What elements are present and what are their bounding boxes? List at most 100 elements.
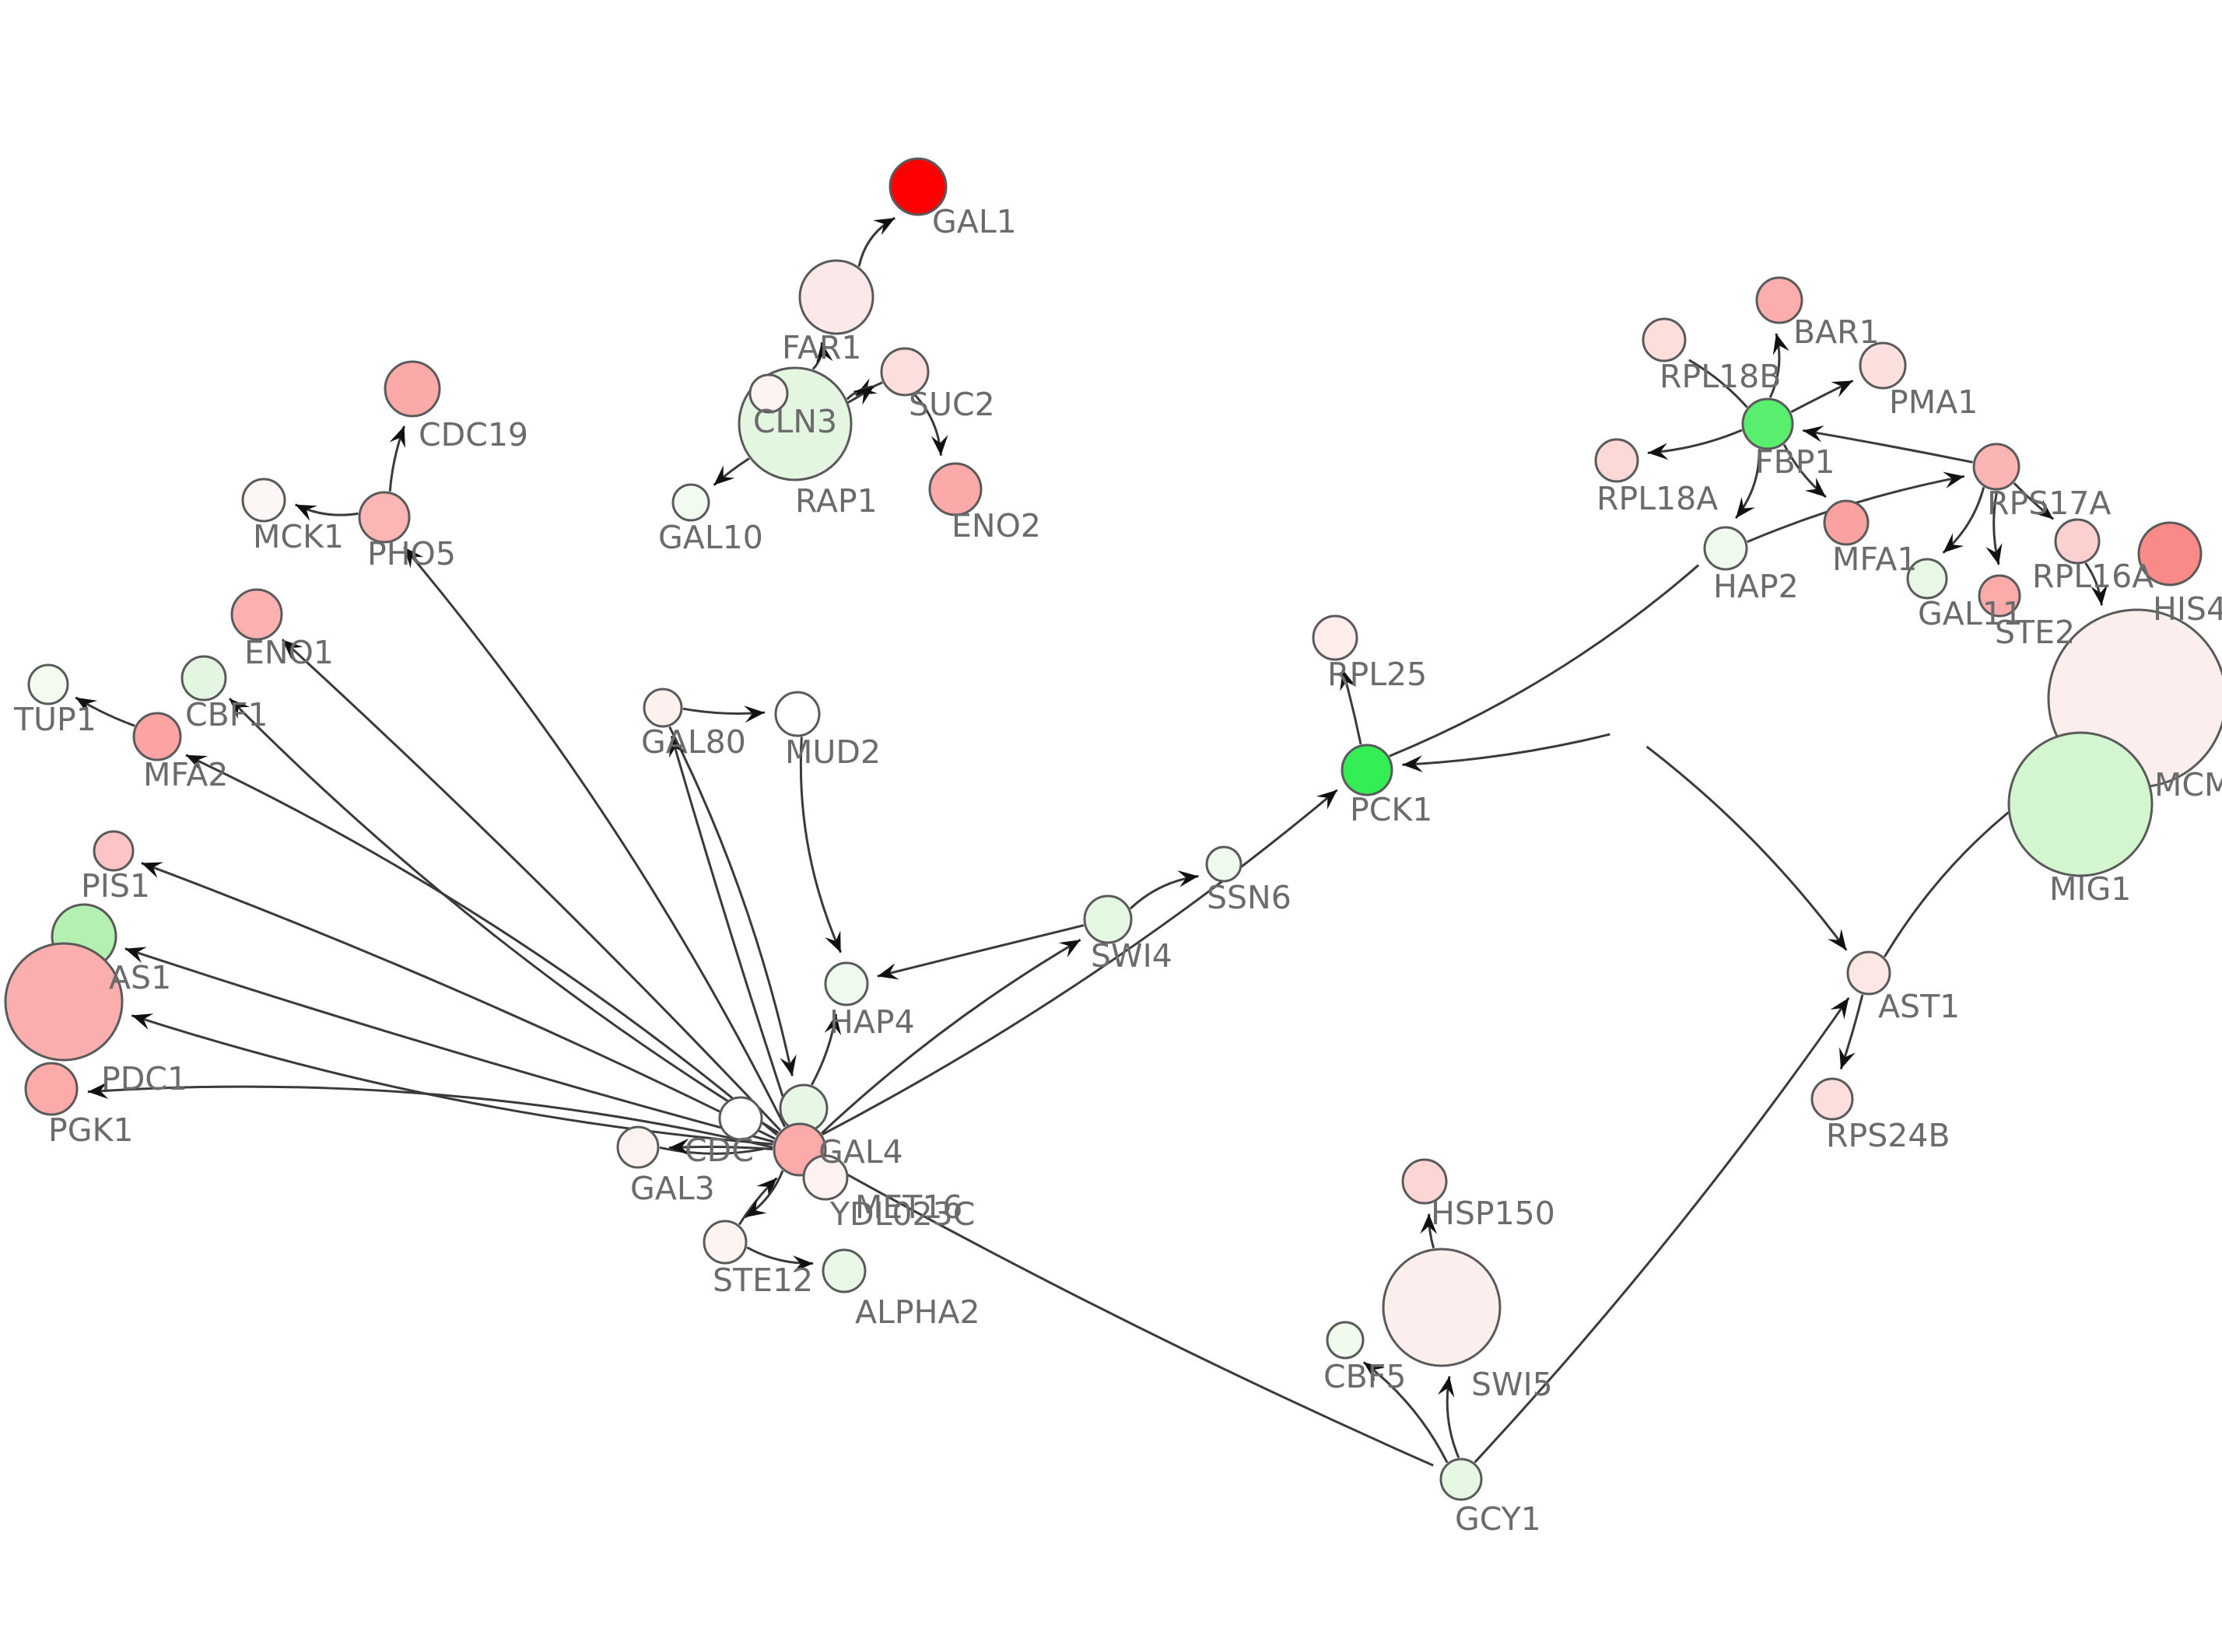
node-label-as1: AS1	[109, 959, 171, 996]
edge-arrowhead	[404, 547, 424, 569]
graph-node-mfa1[interactable]	[1823, 499, 1870, 546]
node-label-hap2: HAP2	[1713, 568, 1799, 605]
graph-node-mig1[interactable]	[2007, 731, 2154, 877]
edge-arrowhead	[131, 1013, 154, 1030]
graph-node-his4[interactable]	[2137, 521, 2203, 586]
graph-node-rps24b[interactable]	[1810, 1077, 1854, 1121]
graph-node-cdc19[interactable]	[384, 360, 441, 418]
edge-arrowhead	[877, 963, 899, 980]
edge	[857, 216, 895, 267]
edge-arrowhead	[1830, 997, 1849, 1020]
graph-node-pis1[interactable]	[93, 830, 135, 872]
edge-arrowhead	[1943, 533, 1964, 553]
edge-arrowhead	[1647, 443, 1669, 460]
graph-node-swi5[interactable]	[1382, 1248, 1502, 1367]
graph-node-hsp150[interactable]	[1401, 1158, 1448, 1205]
graph-node-ste2[interactable]	[1978, 574, 2021, 618]
graph-node-pdc1[interactable]	[4, 942, 124, 1062]
node-label-gal4: GAL4	[818, 1133, 903, 1171]
node-layer	[4, 157, 2222, 1501]
graph-node-mck1[interactable]	[241, 478, 286, 523]
node-label-far1: FAR1	[782, 329, 861, 366]
node-label-gal1: GAL1	[932, 203, 1017, 240]
edge-arrowhead	[1363, 1362, 1385, 1381]
edge-arrowhead	[744, 705, 765, 723]
node-label-gal80: GAL80	[641, 723, 746, 761]
edge-arrowhead	[824, 1013, 842, 1036]
graph-node-gal80[interactable]	[643, 688, 683, 728]
graph-node-ydl023c[interactable]	[802, 1154, 849, 1201]
node-label-swi4: SWI4	[1091, 937, 1172, 975]
graph-node-pck1[interactable]	[1341, 744, 1393, 796]
edge-arrowhead	[1736, 497, 1755, 519]
node-label-mfa1: MFA1	[1832, 541, 1917, 578]
graph-node-ste12[interactable]	[703, 1220, 748, 1265]
node-label-hsp150: HSP150	[1431, 1195, 1555, 1232]
edge-arrowhead	[282, 639, 303, 660]
node-label-rpl16a: RPL16A	[2032, 558, 2154, 595]
graph-node-gal10[interactable]	[671, 483, 710, 522]
graph-node-hap4[interactable]	[824, 961, 869, 1006]
edge-arrowhead	[825, 930, 841, 953]
node-label-his4: HIS4	[2153, 590, 2222, 628]
graph-node-suc2[interactable]	[880, 347, 930, 397]
graph-node-tup1[interactable]	[27, 663, 69, 705]
edge	[877, 924, 1085, 978]
graph-node-mud2[interactable]	[774, 691, 821, 737]
graph-node-swi4[interactable]	[1083, 894, 1133, 944]
graph-node-eno1[interactable]	[230, 588, 283, 641]
graph-node-rpl16a[interactable]	[2054, 518, 2101, 565]
node-label-mud2: MUD2	[785, 733, 881, 771]
edge	[185, 754, 778, 1136]
edge	[124, 947, 774, 1143]
graph-node-ssn6[interactable]	[1205, 845, 1242, 883]
node-label-alpha2: ALPHA2	[855, 1293, 980, 1331]
graph-node-ast1[interactable]	[1846, 950, 1891, 996]
edge-arrowhead	[756, 1178, 777, 1199]
graph-node-eno2[interactable]	[928, 462, 983, 516]
node-label-gal3: GAL3	[630, 1170, 715, 1207]
graph-node-rps17a[interactable]	[1972, 443, 2020, 491]
edge-arrowhead	[1437, 1376, 1455, 1398]
graph-node-rpl18b[interactable]	[1642, 317, 1687, 362]
edge-arrowhead	[792, 1255, 814, 1272]
edge-arrowhead	[780, 1054, 797, 1076]
edge	[1362, 1361, 1449, 1464]
graph-node-bar1[interactable]	[1755, 276, 1803, 324]
graph-node-cdc[interactable]	[718, 1096, 763, 1141]
graph-node-rpl18a[interactable]	[1594, 438, 1639, 483]
label-layer: GAL1 FAR1 SUC2 CLN3 RAP1 ENO2 GAL10 CDC19 MCK1 PH…	[13, 203, 2222, 1538]
edge-arrowhead	[745, 1199, 767, 1218]
graph-node-gal11[interactable]	[1906, 558, 1948, 600]
node-label-tup1: TUP1	[13, 701, 96, 738]
graph-node-pgk1[interactable]	[24, 1062, 79, 1116]
edge-arrowhead	[1839, 1047, 1856, 1069]
graph-node-unlabeled[interactable]	[748, 373, 789, 414]
graph-node-gal1[interactable]	[888, 157, 948, 216]
graph-node-fbp1[interactable]	[1741, 397, 1794, 450]
graph-node-alpha2[interactable]	[822, 1248, 867, 1293]
graph-node-pma1[interactable]	[1859, 341, 1907, 390]
graph-node-cbf5[interactable]	[1326, 1321, 1365, 1360]
node-label-bar1: BAR1	[1793, 313, 1880, 351]
edge-arrowhead	[2032, 499, 2054, 520]
graph-node-far1[interactable]	[798, 259, 874, 335]
edge-arrowhead	[816, 342, 833, 364]
graph-node-rpl25[interactable]	[1312, 614, 1358, 661]
edge-arrowhead	[1177, 870, 1199, 887]
graph-node-hap2[interactable]	[1703, 526, 1748, 571]
edge-arrowhead	[124, 947, 147, 964]
node-label-pck1: PCK1	[1350, 791, 1432, 828]
graph-node-pho5[interactable]	[358, 491, 411, 544]
edge-arrowhead	[389, 425, 405, 448]
graph-node-cbf1[interactable]	[180, 655, 227, 702]
graph-node-gal3[interactable]	[616, 1125, 660, 1169]
node-label-swi5: SWI5	[1471, 1366, 1553, 1403]
edge-arrowhead	[1828, 929, 1847, 950]
graph-node-mfa2[interactable]	[132, 712, 182, 761]
edge-arrowhead	[873, 218, 895, 236]
edge-arrowhead	[713, 465, 735, 485]
edge-arrowhead	[1402, 755, 1423, 772]
graph-node-gcy1[interactable]	[1439, 1458, 1483, 1501]
node-label-cln3: CLN3	[753, 403, 837, 440]
